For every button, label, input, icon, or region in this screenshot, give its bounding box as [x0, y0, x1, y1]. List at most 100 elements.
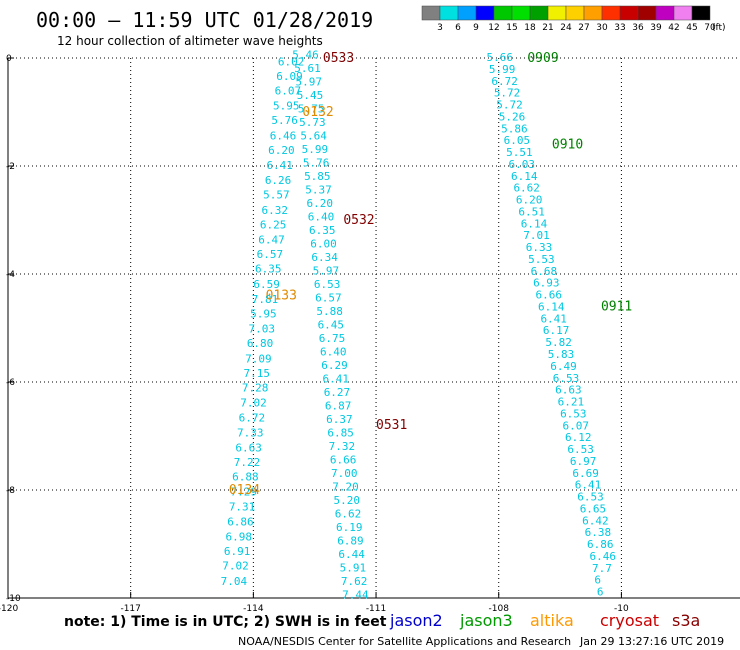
swh-value-s3a: 5.76: [303, 156, 330, 169]
swh-value-altika: 5.57: [263, 189, 290, 202]
x-tick-label: -120: [0, 604, 18, 614]
y-tick-label: -2: [6, 162, 15, 172]
swh-value-altika: 6.63: [235, 441, 261, 454]
swh-value-altika: 7.33: [237, 426, 264, 439]
swh-value-jason3: 6.03: [509, 158, 536, 171]
swh-value-jason3: 6.41: [575, 479, 602, 492]
colorbar-label: 21: [542, 23, 553, 33]
colorbar-swatch: [637, 5, 657, 21]
swh-value-jason3: 6.72: [491, 75, 518, 88]
colorbar-swatch: [619, 5, 639, 21]
swh-value-jason3: 7.01: [523, 229, 550, 242]
swh-value-jason3: 6.97: [570, 455, 597, 468]
pass-time-label: 0532: [343, 213, 374, 228]
swh-value-altika: 7.29: [230, 486, 257, 499]
colorbar-label: 36: [632, 23, 644, 33]
swh-value-s3a: 7.62: [341, 575, 368, 588]
swh-value-jason3: 6.42: [582, 514, 609, 527]
pass-time-label: 0911: [601, 299, 632, 314]
swh-value-altika: 7.15: [244, 367, 270, 380]
swh-value-s3a: 6.27: [324, 386, 351, 399]
legend-s3a: s3a: [672, 611, 700, 630]
colorbar-swatch: [511, 5, 531, 21]
colorbar-label: 15: [506, 23, 517, 33]
colorbar-label: 45: [686, 23, 697, 33]
swh-value-jason3: 6.65: [580, 502, 607, 515]
colorbar-label: 42: [668, 23, 679, 33]
swh-value-s3a: 7.00: [331, 467, 358, 480]
swh-value-s3a: 6.89: [337, 534, 364, 547]
swh-value-jason3: 6.17: [543, 324, 570, 337]
swh-value-jason3: 6.51: [518, 205, 545, 218]
colorbar-swatch: [457, 5, 477, 21]
swh-value-jason3: 6.46: [590, 550, 617, 563]
legend-jason2: jason2: [389, 611, 443, 630]
swh-value-s3a: 6.19: [336, 521, 363, 534]
swh-value-s3a: 5.45: [297, 89, 324, 102]
colorbar-swatch: [493, 5, 513, 21]
colorbar-label: 18: [524, 23, 536, 33]
swh-value-s3a: 6.85: [327, 426, 354, 439]
swh-value-s3a: 6.00: [310, 237, 337, 250]
swh-value-jason3: 6.14: [521, 217, 548, 230]
swh-value-jason3: 6.53: [553, 372, 580, 385]
swh-value-s3a: 6.53: [314, 278, 341, 291]
swh-value-jason3: 6.63: [555, 384, 582, 397]
swh-value-s3a: 6.62: [335, 507, 362, 520]
swh-value-altika: 6.07: [275, 84, 302, 97]
swh-value-s3a: 6.41: [322, 372, 349, 385]
y-tick-label: -10: [6, 594, 21, 604]
swh-value-jason3: 5.83: [548, 348, 575, 361]
swh-value-s3a: 6.35: [309, 224, 336, 237]
swh-value-s3a: 5.97: [295, 75, 322, 88]
swh-value-altika: 6.26: [265, 174, 292, 187]
swh-value-jason3: 6.05: [504, 134, 531, 147]
swh-value-altika: 7.28: [242, 381, 269, 394]
swh-value-altika: 6.02: [278, 55, 305, 68]
swh-value-altika: 6.80: [247, 337, 274, 350]
swh-value-jason3: 6.69: [572, 467, 599, 480]
colorbar-swatch: [691, 5, 711, 21]
swh-value-altika: 7.02: [240, 397, 267, 410]
swh-value-altika: 5.95: [250, 308, 277, 321]
colorbar-label: 12: [488, 23, 499, 33]
colorbar-label: 30: [596, 23, 608, 33]
swh-value-altika: 7.09: [245, 352, 272, 365]
swh-value-altika: 6.59: [253, 278, 280, 291]
swh-value-s3a: 7.44: [342, 588, 369, 601]
swh-value-s3a: 5.20: [334, 494, 361, 507]
swh-value-jason3: 6.53: [560, 407, 587, 420]
colorbar-label: 70: [704, 23, 716, 33]
swh-value-jason3: 5.53: [528, 253, 555, 266]
chart-subtitle: 12 hour collection of altimeter wave hei…: [57, 34, 323, 48]
swh-value-jason3: 6.49: [550, 360, 577, 373]
x-tick-label: -10: [614, 604, 629, 614]
swh-value-altika: 7.03: [248, 323, 275, 336]
legend-jason3: jason3: [459, 611, 513, 630]
swh-value-s3a: 6.34: [311, 251, 338, 264]
colorbar-swatch: [655, 5, 675, 21]
legend-cryosat: cryosat: [600, 611, 659, 630]
colorbar: 3 6 9 12 15 18 21 24 27 30 33 36 39 42 45 70(ft): [421, 5, 726, 33]
swh-value-s3a: 6.20: [307, 197, 334, 210]
swh-value-s3a: 5.64: [300, 129, 327, 142]
colorbar-swatch: [673, 5, 693, 21]
colorbar-label: 27: [578, 23, 589, 33]
swh-value-altika: 6.57: [257, 248, 284, 261]
swh-value-jason3: 6.07: [563, 419, 590, 432]
colorbar-swatch: [439, 5, 459, 21]
swh-value-jason3: 6.68: [531, 265, 558, 278]
swh-value-altika: 6.41: [266, 159, 293, 172]
swh-value-jason3: 5.82: [545, 336, 572, 349]
swh-value-jason3: 6.62: [513, 182, 540, 195]
swh-value-s3a: 7.20: [332, 480, 359, 493]
swh-value-jason3: 6.41: [540, 312, 567, 325]
swh-value-s3a: 6.87: [325, 399, 352, 412]
swh-value-s3a: 5.88: [316, 305, 343, 318]
swh-value-jason3: 6.66: [536, 289, 563, 302]
swh-value-jason3: 6.20: [516, 194, 543, 207]
swh-value-jason3: 6.53: [577, 491, 604, 504]
y-tick-label: 0: [6, 54, 12, 64]
footer-credit: NOAA/NESDIS Center for Satellite Applica…: [238, 635, 571, 648]
